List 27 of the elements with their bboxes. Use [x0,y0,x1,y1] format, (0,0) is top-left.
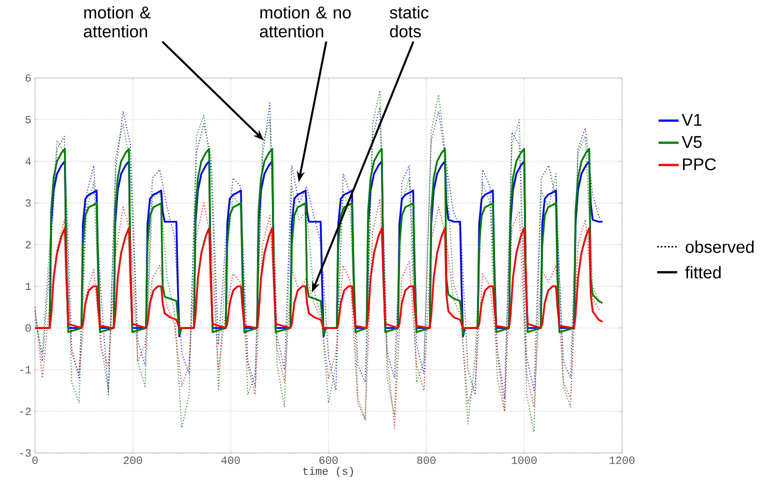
legend-label: PPC [683,158,716,170]
annotation: motion & attention [84,6,151,38]
x-tick-label: 400 [221,456,240,464]
x-tick-label: 600 [319,456,338,464]
x-tick-label: 1200 [610,456,634,464]
annotation: static dots [390,6,428,38]
legend-label: V5 [682,136,702,148]
x-tick-label: 800 [417,456,436,464]
y-tick-label: 2 [26,241,31,248]
text: observed [686,240,754,253]
x-tick-label: 0 [32,456,38,464]
y-tick-label: 3 [26,199,31,207]
y-tick-label: 1 [26,282,31,290]
y-tick-label: -2 [20,408,31,415]
legend-label: V1 [682,114,702,126]
y-tick-label: 0 [26,324,31,332]
y-tick-label: 6 [26,74,31,82]
x-axis-title: time (s) [303,466,353,478]
y-tick-label: 5 [26,116,31,124]
x-tick-label: 1000 [512,456,537,464]
text: fitted [685,266,721,278]
y-tick-label: -1 [20,366,31,374]
y-tick-label: -3 [20,449,31,457]
y-tick-label: 4 [25,158,31,165]
line-series [34,198,600,428]
x-tick-label: 200 [124,456,142,464]
annotation: motion & no attention [260,6,351,38]
